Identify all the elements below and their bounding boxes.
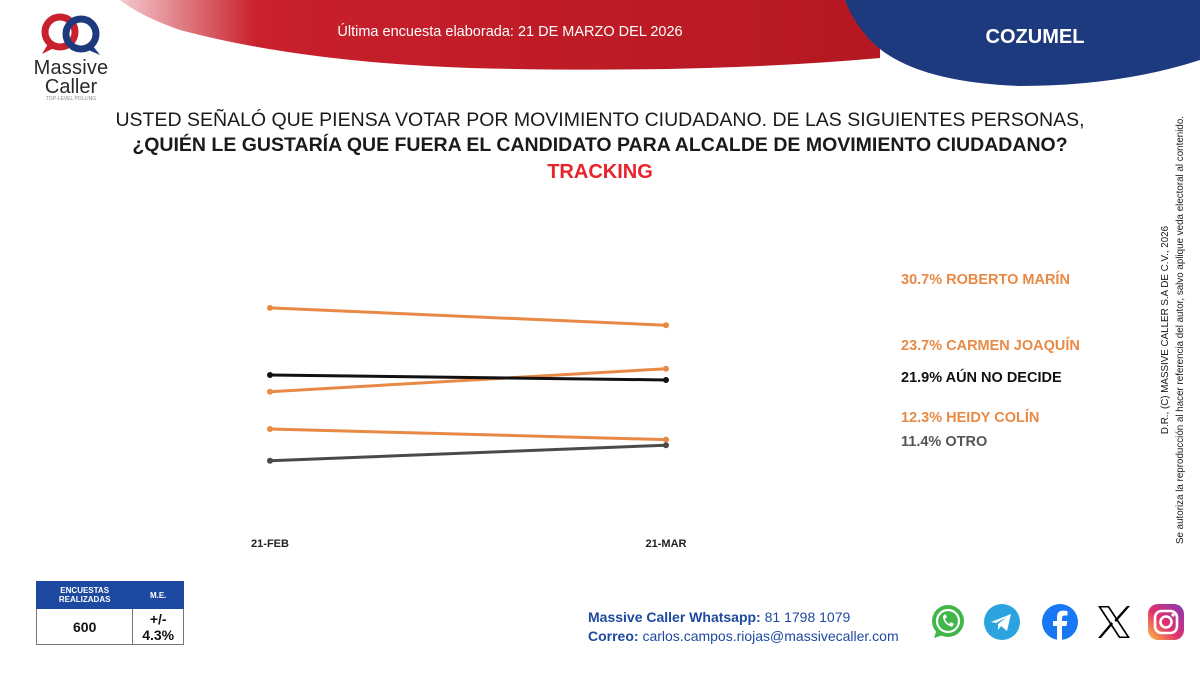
survey-info-table: ENCUESTAS REALIZADAS M.E. 600 +/- 4.3% [35, 581, 184, 645]
series-layer [267, 304, 669, 464]
whatsapp-number[interactable]: 81 1798 1079 [764, 609, 851, 625]
data-point-roberto-marin-21-mar [663, 322, 669, 329]
series-label-aun-no-decide: 21.9% AÚN NO DECIDE [901, 368, 1062, 386]
region-name: COZUMEL [985, 26, 1085, 48]
red-header-swoosh [120, 0, 880, 70]
facebook-icon[interactable] [1040, 602, 1080, 642]
data-point-carmen-joaquin-21-feb [267, 388, 273, 395]
email-address[interactable]: carlos.campos.riojas@massivecaller.com [642, 628, 899, 644]
x-twitter-icon[interactable] [1094, 602, 1134, 642]
tracking-title: TRACKING [547, 161, 653, 183]
series-label-roberto-marin: 30.7% ROBERTO MARÍN [901, 271, 1070, 288]
data-point-otro-21-mar [663, 442, 669, 449]
data-point-heidy-colin-21-feb [267, 426, 273, 433]
logo-word-massive: Massive [33, 57, 109, 79]
series-label-heidy-colin: 12.3% HEIDY COLÍN [901, 409, 1039, 426]
side-copyright-line2: Se autoriza la reproducción al hacer ref… [1175, 115, 1186, 545]
navy-header-swoosh [845, 0, 1200, 86]
series-line-aun-no-decide [269, 373, 667, 382]
data-point-aun-no-decide-21-mar [663, 376, 669, 383]
side-copyright-line1: D.R., (C) MASSIVE CALLER S.A DE C.V., 20… [1160, 225, 1171, 435]
x-tick-21-mar: 21-MAR [646, 538, 687, 550]
whatsapp-icon[interactable] [928, 602, 968, 642]
series-line-otro [269, 443, 667, 463]
telegram-icon[interactable] [982, 602, 1022, 642]
whatsapp-contact-line: Massive Caller Whatsapp: 81 1798 1079 [588, 608, 899, 627]
email-contact-line: Correo: carlos.campos.riojas@massivecall… [588, 627, 899, 646]
surveys-count: 600 [35, 608, 134, 645]
x-tick-21-feb: 21-FEB [251, 538, 289, 550]
data-point-otro-21-feb [267, 457, 273, 464]
data-point-heidy-colin-21-mar [663, 436, 669, 443]
email-label: Correo: [588, 628, 639, 644]
surveys-header: ENCUESTAS REALIZADAS [35, 581, 134, 609]
data-point-aun-no-decide-21-feb [267, 371, 273, 378]
data-point-roberto-marin-21-feb [267, 304, 273, 311]
series-label-otro: 11.4% OTRO [901, 434, 987, 450]
logo-word-caller: Caller [44, 76, 98, 98]
contact-info: Massive Caller Whatsapp: 81 1798 1079 Co… [588, 608, 899, 646]
question-line-2: ¿QUIÉN LE GUSTARÍA QUE FUERA EL CANDIDAT… [132, 134, 1068, 156]
survey-date-text: Última encuesta elaborada: 21 DE MARZO D… [337, 24, 683, 40]
series-line-heidy-colin [269, 427, 667, 442]
data-point-carmen-joaquin-21-mar [663, 365, 669, 372]
question-line-1: USTED SEÑALÓ QUE PIENSA VOTAR POR MOVIMI… [115, 109, 1085, 131]
series-line-roberto-marin [269, 306, 667, 327]
margin-error-value: +/- 4.3% [132, 608, 184, 645]
logo-tagline: TOP-LEVEL POLLING [45, 96, 97, 102]
brand-logo: Massive Caller TOP-LEVEL POLLING [18, 10, 124, 102]
whatsapp-label: Massive Caller Whatsapp: [588, 609, 761, 625]
series-label-layer: 30.7% ROBERTO MARÍN 23.7% CARMEN JOAQUÍN 2… [901, 271, 1080, 450]
margin-error-header: M.E. [132, 581, 184, 609]
speech-bubbles-icon [41, 13, 100, 55]
series-line-carmen-joaquin [269, 367, 667, 394]
instagram-icon[interactable] [1146, 602, 1186, 642]
series-label-carmen-joaquin: 23.7% CARMEN JOAQUÍN [901, 337, 1080, 354]
